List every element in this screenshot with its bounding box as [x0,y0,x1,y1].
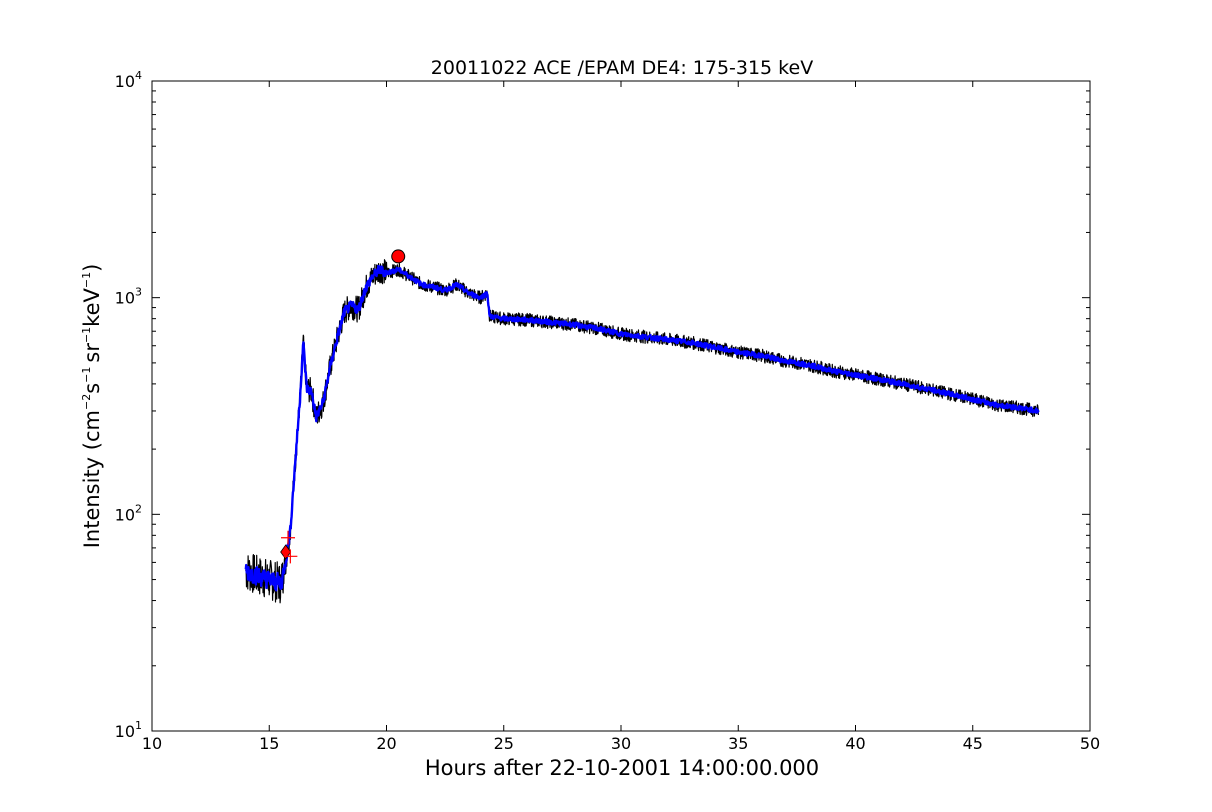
plot-frame [151,80,1091,732]
x-tick-label: 40 [845,734,865,753]
onset-marker [280,544,292,560]
y-tick-label: 104 [115,69,142,91]
x-tick-label: 20 [376,734,396,753]
x-tick-label: 35 [728,734,748,753]
x-axis: 10 15 20 25 30 35 40 45 50 [142,81,1100,753]
plot-area [151,80,1091,732]
x-tick-label: 15 [259,734,279,753]
x-tick-label: 25 [494,734,514,753]
marker-layer [280,249,406,564]
onset-plus-marker [283,549,298,564]
y-tick-label: 102 [115,502,142,524]
x-tick-label: 30 [611,734,631,753]
onset-plus-marker [281,530,296,545]
y-tick-label: 103 [115,286,142,308]
chart-title: 20011022 ACE /EPAM DE4: 175-315 keV [431,57,813,79]
x-tick-label: 50 [1080,734,1100,753]
series-layer [244,259,1040,604]
y-axis: 101 102 103 104 [115,69,1090,741]
x-axis-label: Hours after 22-10-2001 14:00:00.000 [425,756,819,780]
x-tick-label: 45 [963,734,983,753]
raw-intensity-line [245,259,1039,604]
peak-marker [391,249,406,264]
y-axis-label: Intensity (cm−2s−1sr−1keV−1) [80,264,104,549]
x-tick-label: 10 [142,734,162,753]
smoothed-intensity-line [244,264,1040,592]
y-tick-label: 101 [115,719,142,741]
